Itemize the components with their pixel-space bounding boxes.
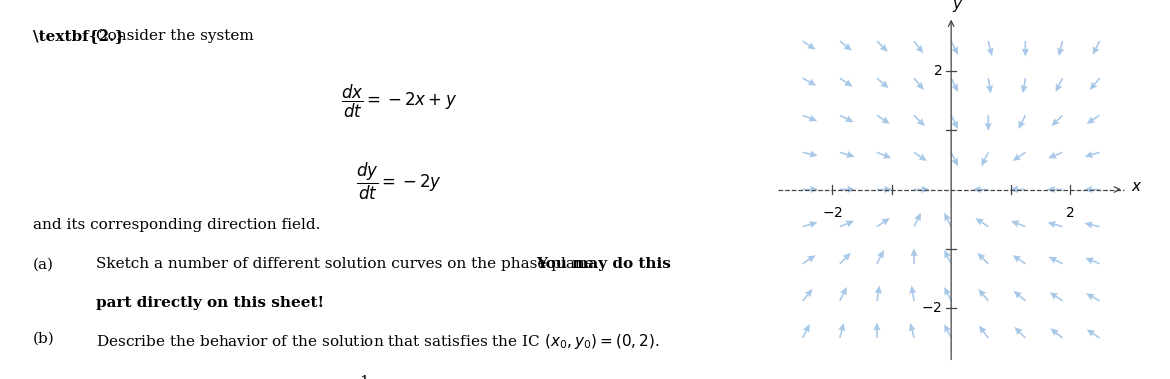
Text: $\dfrac{dx}{dt} = -2x + y$: $\dfrac{dx}{dt} = -2x + y$ xyxy=(340,83,457,120)
Text: You may do this: You may do this xyxy=(536,257,672,271)
Text: Sketch a number of different solution curves on the phase plane.: Sketch a number of different solution cu… xyxy=(96,257,608,271)
Text: part directly on this sheet!: part directly on this sheet! xyxy=(96,296,324,310)
Text: $-2$: $-2$ xyxy=(821,206,842,220)
Text: Consider the system: Consider the system xyxy=(96,29,254,43)
Text: and its corresponding direction field.: and its corresponding direction field. xyxy=(33,218,321,232)
Text: (a): (a) xyxy=(33,257,54,271)
Text: $y$: $y$ xyxy=(952,0,964,14)
Text: 1: 1 xyxy=(359,375,369,379)
Text: $2$: $2$ xyxy=(932,64,942,78)
Text: (b): (b) xyxy=(33,332,55,346)
Text: $2$: $2$ xyxy=(1065,206,1074,220)
Text: Describe the behavior of the solution that satisfies the IC $(x_0, y_0) = (0, 2): Describe the behavior of the solution th… xyxy=(96,332,660,351)
Text: $-2$: $-2$ xyxy=(921,301,942,315)
Text: $\dfrac{dy}{dt} = -2y$: $\dfrac{dy}{dt} = -2y$ xyxy=(356,161,442,202)
Text: $x$: $x$ xyxy=(1131,180,1143,194)
Text: \textbf{2.}: \textbf{2.} xyxy=(33,29,124,43)
